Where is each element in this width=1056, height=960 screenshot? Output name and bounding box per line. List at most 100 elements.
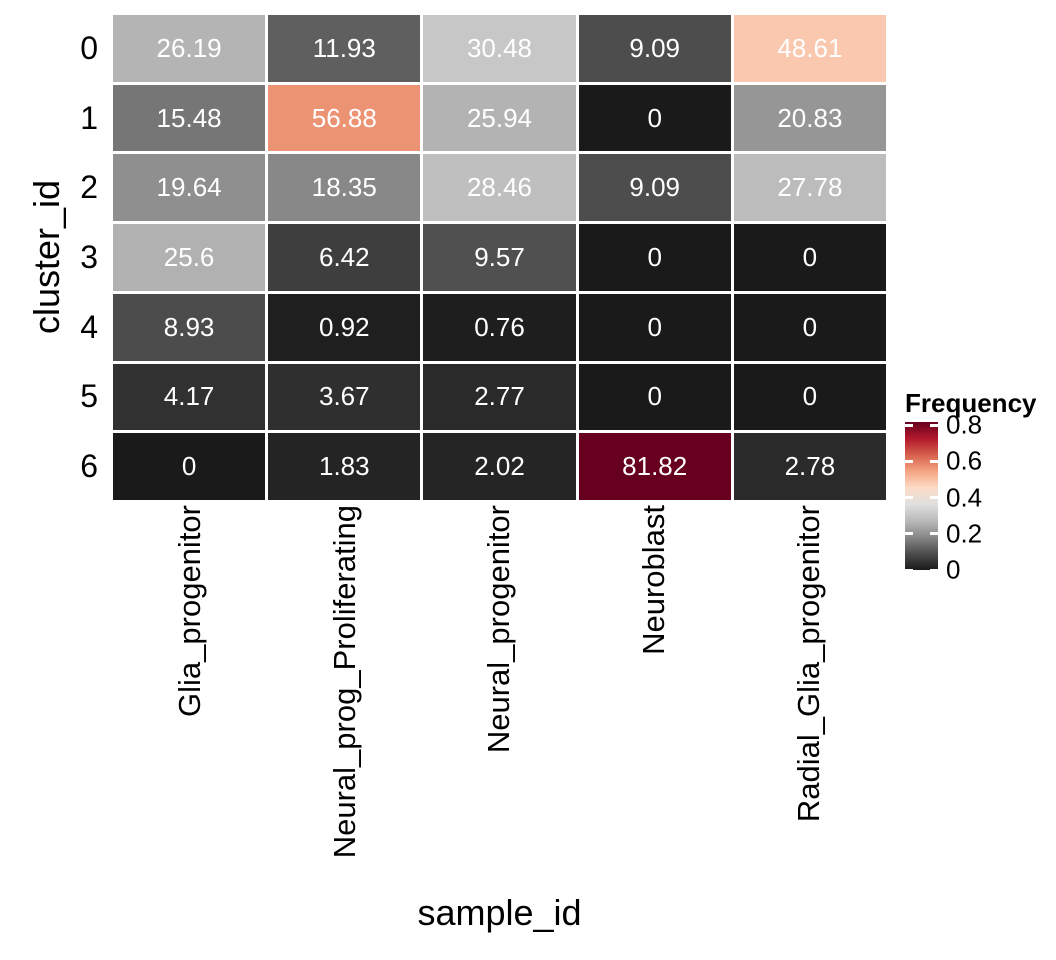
heatmap-cell: 9.09 (578, 154, 731, 222)
heatmap-cell: 2.02 (423, 433, 576, 500)
y-tick-label: 5 (80, 378, 98, 415)
cell-value: 0.76 (474, 311, 525, 342)
heatmap-cell: 0 (578, 224, 731, 291)
cell-value: 25.6 (163, 241, 215, 272)
cell-value: 0 (647, 311, 662, 342)
heatmap-panel: 26.19 11.93 30.48 9.09 48.61 15.48 56.88 25.94 0… (113, 15, 886, 500)
cell-value: 4.17 (163, 381, 215, 412)
heatmap-cell: 81.82 (578, 433, 731, 500)
cell-value: 2.77 (474, 381, 525, 412)
cell-value: 9.57 (474, 241, 525, 272)
legend-tick-label: 0.4 (946, 482, 983, 513)
y-tick-label: 6 (80, 448, 98, 485)
cell-value: 25.94 (466, 102, 533, 133)
legend-tick-mark (905, 568, 913, 572)
cell-value: 19.64 (156, 172, 222, 203)
heatmap-cell: 11.93 (268, 15, 421, 82)
heatmap-cell: 0.76 (423, 293, 576, 361)
cell-value: 0 (647, 381, 662, 412)
heatmap-cell: 1.83 (268, 433, 421, 500)
cell-value: 11.93 (312, 32, 376, 63)
cell-value: 81.82 (622, 451, 688, 482)
heatmap-cell: 18.35 (268, 154, 421, 222)
heatmap-cell: 0 (578, 293, 731, 361)
x-tick-label: Neural_progenitor (481, 505, 517, 754)
heatmap-cell: 30.48 (423, 15, 576, 82)
heatmap-cell: 0.92 (268, 293, 421, 361)
cell-value: 9.09 (629, 32, 680, 63)
heatmap-cell: 8.93 (113, 293, 266, 361)
heatmap-cell: 28.46 (423, 154, 576, 222)
legend-tick-label: 0 (946, 554, 961, 585)
heatmap-cell: 19.64 (113, 154, 266, 222)
y-tick-label: 1 (80, 99, 98, 136)
cell-value: 0 (647, 102, 662, 133)
heatmap-cell: 9.09 (578, 15, 731, 82)
heatmap-cell: 25.6 (113, 224, 266, 291)
cell-value: 2.78 (784, 451, 836, 482)
cell-value: 6.42 (318, 241, 370, 272)
legend-title: Frequency (905, 388, 1037, 418)
x-axis-tick-labels: Glia_progenitor Neural_prog_Proliferating… (113, 505, 886, 905)
heatmap-cell: 2.78 (733, 433, 886, 500)
heatmap-cell: 6.42 (268, 224, 421, 291)
cell-value: 0 (647, 241, 662, 272)
heatmap-cell: 2.77 (423, 363, 576, 431)
x-tick-label: Radial_Glia_progenitor (790, 505, 826, 823)
x-tick-label: Neural_prog_Proliferating (326, 505, 362, 859)
heatmap-cell: 27.78 (733, 154, 886, 222)
cell-value: 0.92 (318, 311, 370, 342)
heatmap-cell: 3.67 (268, 363, 421, 431)
heatmap-cell: 0 (733, 363, 886, 431)
legend-tick-label: 0.6 (946, 445, 983, 476)
heatmap-cell: 26.19 (113, 15, 266, 82)
heatmap-cell: 0 (578, 84, 731, 152)
cell-value: 3.67 (318, 381, 370, 412)
legend-tick-mark (930, 423, 938, 427)
y-tick-label: 4 (80, 308, 98, 345)
legend-tick-label: 0.8 (946, 409, 983, 440)
cell-value: 18.35 (311, 172, 377, 203)
cell-value: 48.61 (777, 32, 843, 63)
cell-value: 0 (181, 451, 197, 482)
cell-value: 0 (802, 381, 818, 412)
cell-value: 20.83 (777, 102, 843, 133)
cell-value: 8.93 (163, 311, 215, 342)
heatmap-cell: 56.88 (268, 84, 421, 152)
cell-value: 28.46 (466, 172, 533, 203)
heatmap-cell: 9.57 (423, 224, 576, 291)
heatmap-cell: 0 (113, 433, 266, 500)
cell-value: 1.83 (318, 451, 370, 482)
heatmap-cell: 25.94 (423, 84, 576, 152)
cell-value: 27.78 (777, 172, 843, 203)
legend-tick-mark (930, 568, 938, 572)
cell-value: 30.48 (466, 32, 533, 63)
heatmap-cell: 4.17 (113, 363, 266, 431)
cell-value: 15.48 (156, 102, 222, 133)
legend-colorbar (905, 422, 938, 570)
heatmap-cell: 0 (733, 293, 886, 361)
heatmap-cell: 0 (733, 224, 886, 291)
heatmap-cell: 20.83 (733, 84, 886, 152)
cell-value: 0 (802, 241, 818, 272)
y-tick-label: 0 (80, 29, 98, 66)
cell-value: 56.88 (311, 102, 377, 133)
legend-tick-label: 0.2 (946, 518, 983, 549)
y-axis-tick-labels: 0 1 2 3 4 5 6 (0, 15, 105, 500)
heatmap-cell: 15.48 (113, 84, 266, 152)
legend-tick-mark (905, 532, 913, 536)
x-tick-label: Neuroblast (636, 505, 672, 655)
legend-tick-mark (905, 459, 913, 463)
heatmap-cell: 48.61 (733, 15, 886, 82)
legend-tick-mark (930, 459, 938, 463)
heatmap-cell: 0 (578, 363, 731, 431)
y-tick-label: 3 (80, 238, 98, 275)
legend-tick-mark (930, 532, 938, 536)
x-axis-title: sample_id (417, 892, 582, 933)
cell-value: 9.09 (629, 172, 680, 203)
y-tick-label: 2 (80, 169, 98, 206)
cell-value: 0 (802, 311, 818, 342)
cell-value: 2.02 (474, 451, 525, 482)
cell-value: 26.19 (156, 32, 222, 63)
